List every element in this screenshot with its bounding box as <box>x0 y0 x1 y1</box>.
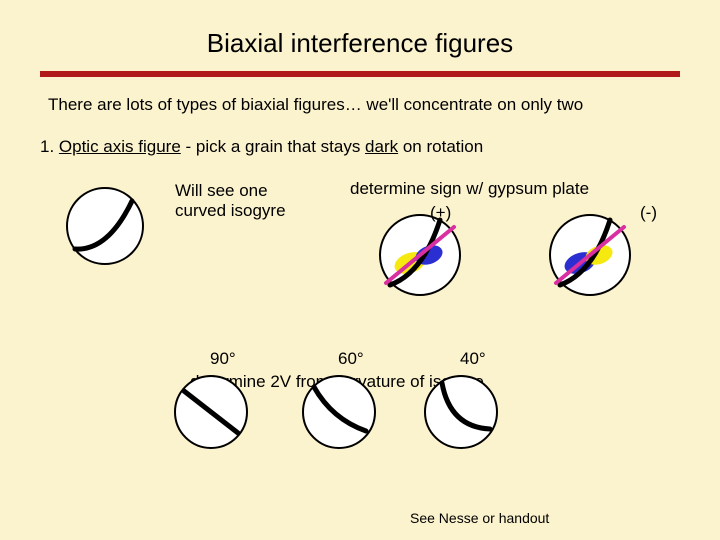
isogyre-caption-l1: Will see one <box>175 181 286 201</box>
row-2v-curvature: 90° 60° 40° <box>0 349 720 479</box>
minus-label: (-) <box>640 203 657 223</box>
intro-text: There are lots of types of biaxial figur… <box>48 95 672 115</box>
sign-caption: determine sign w/ gypsum plate <box>350 179 589 199</box>
figure-sign-plus <box>370 205 470 305</box>
figure-2v-60 <box>298 371 380 453</box>
label-60deg: 60° <box>338 349 364 369</box>
item1-dark: dark <box>365 137 398 156</box>
item1-optic-axis: Optic axis figure <box>59 137 181 156</box>
isogyre-caption-l2: curved isogyre <box>175 201 286 221</box>
item1-prefix: 1. <box>40 137 59 156</box>
slide-title: Biaxial interference figures <box>0 0 720 59</box>
figure-2v-40 <box>420 371 502 453</box>
row-isogyre-and-sign: Will see one curved isogyre determine si… <box>0 171 720 311</box>
item-1-heading: 1. Optic axis figure - pick a grain that… <box>40 137 680 157</box>
figure-2v-90 <box>170 371 252 453</box>
title-underline-rule <box>40 71 680 77</box>
figure-single-isogyre <box>60 181 150 271</box>
item1-rest: - pick a grain that stays <box>181 137 365 156</box>
isogyre-caption: Will see one curved isogyre <box>175 181 286 221</box>
label-90deg: 90° <box>210 349 236 369</box>
footnote: See Nesse or handout <box>410 510 549 526</box>
item1-tail: on rotation <box>398 137 483 156</box>
plus-label: (+) <box>430 203 451 223</box>
label-40deg: 40° <box>460 349 486 369</box>
figure-sign-minus <box>540 205 640 305</box>
